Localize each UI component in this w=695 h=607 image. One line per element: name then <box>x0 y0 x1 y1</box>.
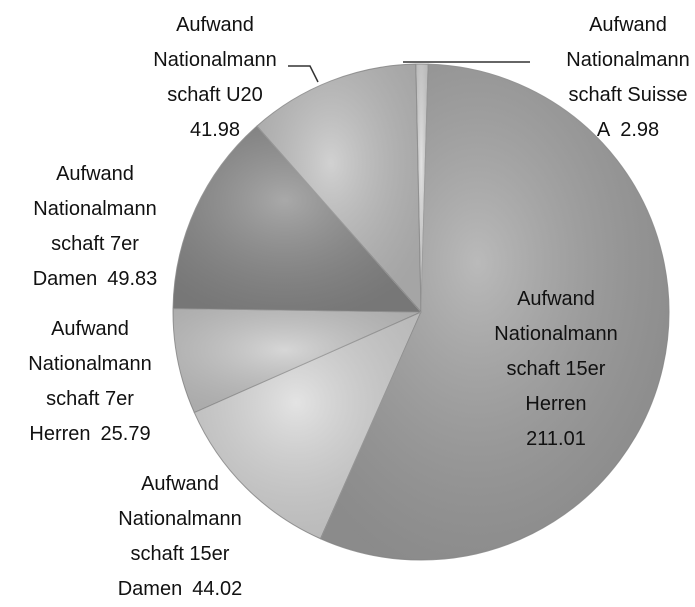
value-label: 41.98 <box>189 119 241 141</box>
slice-shade <box>320 64 669 560</box>
slice-shade <box>256 64 421 313</box>
slice-label: Aufwand Nationalmann schaft Suisse A 2.98 <box>533 8 695 148</box>
slice-shade <box>194 312 421 539</box>
slice-label: Aufwand Nationalmann schaft 7er Herren 25… <box>0 312 185 452</box>
leader-line <box>288 65 319 83</box>
value-label: 44.02 <box>192 578 243 600</box>
slice-shade <box>415 63 429 312</box>
value-label: 25.79 <box>100 423 151 445</box>
slice-label: Aufwand Nationalmann schaft 15er Damen 44… <box>85 467 275 607</box>
chart: Aufwand Nationalmann schaft Suisse A 2.98… <box>0 8 695 600</box>
slice-label: Aufwand Nationalmann schaft 7er Damen 49.… <box>0 157 190 297</box>
slice-label: Aufwand Nationalmann schaft 15er Herren 2… <box>461 282 651 457</box>
slice-shade <box>173 308 421 413</box>
category-label: Aufwand Nationalmann schaft 15er Herren <box>494 288 618 415</box>
value-label: 49.83 <box>107 268 158 290</box>
pie-canvas <box>172 61 670 561</box>
value-label: 211.01 <box>526 428 586 450</box>
slice-label: Aufwand Nationalmann schaft U20 41.98 <box>120 8 310 148</box>
category-label: Aufwand Nationalmann schaft 7er Damen <box>32 163 157 290</box>
slice-shade <box>173 126 421 313</box>
category-label: Aufwand Nationalmann schaft U20 <box>153 14 277 106</box>
value-label: 2.98 <box>620 119 660 141</box>
category-label: Aufwand Nationalmann schaft 7er Herren <box>28 318 152 445</box>
category-label: Aufwand Nationalmann schaft Suisse A <box>566 14 690 141</box>
